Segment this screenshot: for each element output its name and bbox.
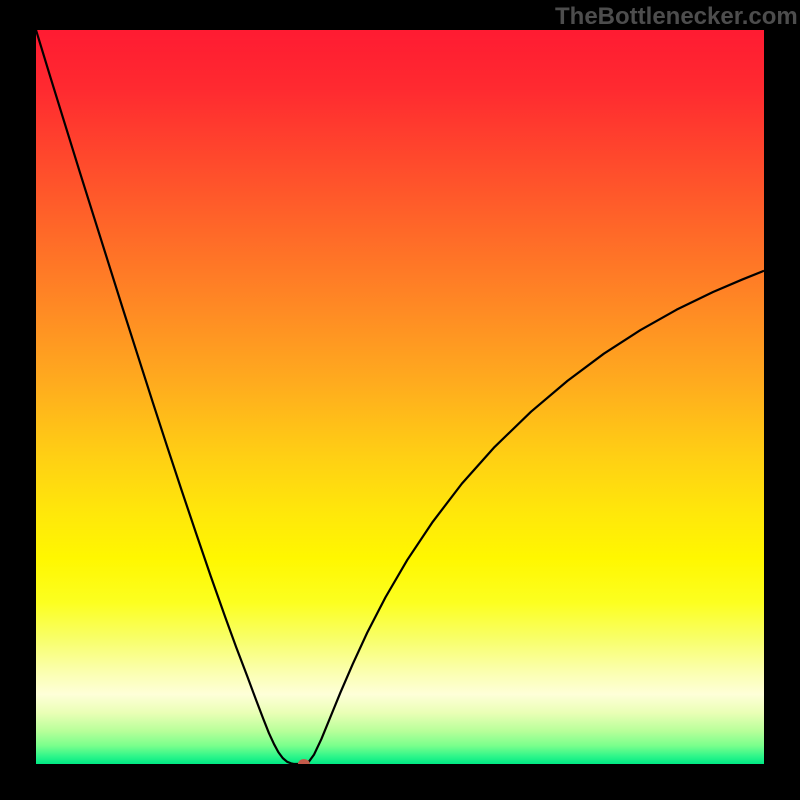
figure-frame: TheBottlenecker.com	[0, 0, 800, 800]
plot-background	[36, 30, 764, 764]
plot-area	[36, 30, 764, 764]
plot-svg	[36, 30, 764, 764]
watermark-text: TheBottlenecker.com	[555, 3, 798, 31]
